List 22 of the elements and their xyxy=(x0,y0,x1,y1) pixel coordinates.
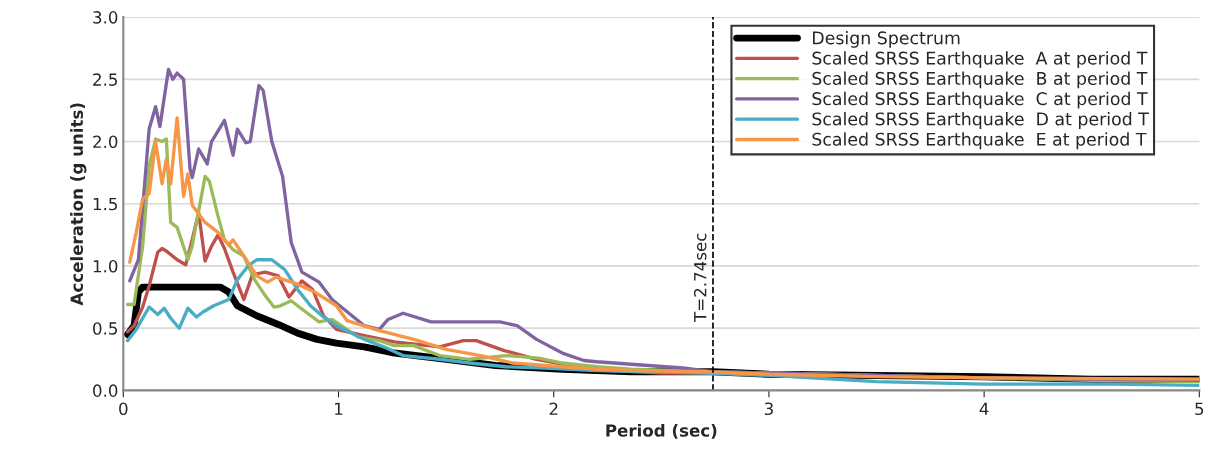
legend-label: Scaled SRSS Earthquake D at period T xyxy=(812,112,1149,129)
legend-label: Scaled SRSS Earthquake A at period T xyxy=(812,51,1148,69)
y-axis-title: Acceleration (g units) xyxy=(70,103,87,306)
y-tick-label: 2.0 xyxy=(93,135,118,149)
y-tick-label: 1.5 xyxy=(93,197,117,211)
x-tick-label: 3 xyxy=(764,402,773,416)
y-tick-label: 0.5 xyxy=(93,322,117,335)
ref-line-label: T=2.74sec xyxy=(693,233,707,322)
legend-label: Design Spectrum xyxy=(813,30,960,48)
x-tick-label: 1 xyxy=(335,402,343,415)
y-tick-label: 3.0 xyxy=(93,11,118,24)
x-axis-title: Period (sec) xyxy=(606,423,717,439)
x-tick-label: 2 xyxy=(549,402,558,415)
x-tick-label: 4 xyxy=(979,402,989,415)
y-tick-label: 1.0 xyxy=(93,259,118,273)
x-tick-label: 0 xyxy=(119,402,128,416)
legend-label: Scaled SRSS Earthquake B at period T xyxy=(812,71,1148,89)
y-tick-label: 2.5 xyxy=(93,73,117,86)
y-tick-label: 0.0 xyxy=(93,384,118,397)
x-tick-label: 5 xyxy=(1195,402,1204,416)
legend-label: Scaled SRSS Earthquake C at period T xyxy=(812,91,1148,109)
legend-label: Scaled SRSS Earthquake E at period T xyxy=(812,132,1147,150)
